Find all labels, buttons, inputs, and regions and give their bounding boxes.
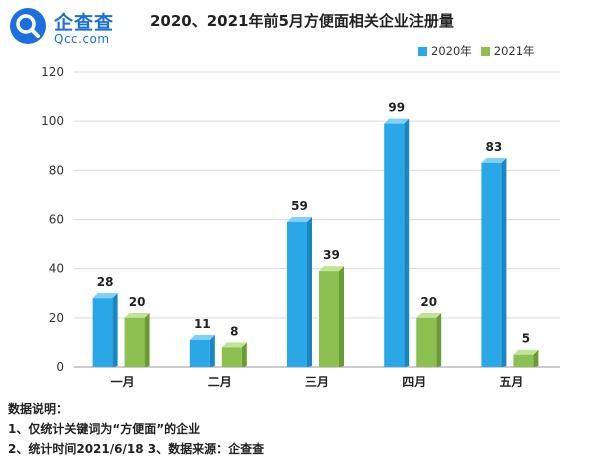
bar-side-2020年-三月 [307,216,312,367]
bar-top-2020年-一月 [92,293,118,299]
y-tick-label: 0 [56,360,64,374]
data-label-2021年-四月: 20 [420,295,437,309]
bar-top-2021年-三月 [319,266,344,272]
bar-side-2021年-五月 [533,349,539,367]
bar-side-2021年-二月 [241,342,247,367]
bar-chart: 0 20 40 60 80 100 120 28 20 一月 11 8 二月 59 39 三月 99 20 四月 83… [41,65,560,389]
data-label-2020年-五月: 83 [486,140,503,154]
bar-2020年-二月 [189,339,210,367]
data-label-2021年-一月: 20 [129,295,146,309]
data-label-2020年-四月: 99 [388,101,405,115]
logo-name-en: Qcc.com [54,32,110,46]
chart-title: 2020、2021年前5月方便面相关企业注册量 [150,12,454,30]
logo-name-cn: 企查查 [54,12,115,34]
bar-top-2020年-四月 [384,118,410,124]
y-tick-label: 40 [49,262,64,276]
bar-2020年-四月 [384,123,405,367]
y-tick-label: 120 [41,65,64,79]
legend-item-2020: 2020年 [418,43,472,59]
y-tick-label: 20 [49,311,64,325]
data-label-2020年-一月: 28 [97,275,114,289]
bar-side-2021年-三月 [339,266,344,367]
y-tick-label: 60 [49,213,64,227]
bar-side-2020年-一月 [112,293,118,367]
x-tick-label: 三月 [305,375,329,389]
bar-2020年-五月 [481,162,502,367]
bar-top-2020年-二月 [189,334,215,340]
x-tick-label: 四月 [402,375,426,389]
x-tick-label: 二月 [208,375,232,389]
notes-line-2: 2、统计时间2021/6/18 3、数据来源：企查查 [8,442,265,456]
bar-top-2021年-四月 [416,312,442,318]
y-tick-label: 80 [49,163,64,177]
bar-2021年-一月 [124,317,145,367]
data-label-2021年-三月: 39 [323,248,340,262]
bar-side-2020年-二月 [209,334,215,367]
bar-top-2021年-五月 [513,349,539,355]
magnifier-logo-icon [10,8,46,44]
x-tick-label: 一月 [111,375,135,389]
bar-top-2020年-三月 [287,216,312,222]
notes-heading: 数据说明： [8,402,69,416]
legend-item-2021: 2021年 [480,43,535,59]
legend-swatch-2021 [480,46,490,56]
logo: 企查查 Qcc.com [8,6,133,50]
bar-2020年-三月 [287,221,307,367]
y-tick-label: 100 [41,114,64,128]
chart-legend: 2020年 2021年 [418,43,544,59]
bar-side-2020年-五月 [501,157,507,367]
data-label-2021年-二月: 8 [230,324,238,338]
bar-side-2021年-一月 [144,312,150,367]
data-label-2020年-三月: 59 [291,199,308,213]
bar-top-2021年-一月 [124,312,150,318]
bar-2021年-五月 [513,354,534,367]
data-notes: 数据说明： 1、仅统计关键词为“方便面”的企业 2、统计时间2021/6/18 … [8,399,264,459]
bar-2021年-四月 [416,317,437,367]
legend-swatch-2020 [418,46,427,56]
notes-line-1: 1、仅统计关键词为“方便面”的企业 [8,422,201,436]
legend-label-2020: 2020年 [431,44,472,58]
data-label-2021年-五月: 5 [522,332,530,346]
bar-top-2020年-五月 [481,157,507,163]
data-label-2020年-二月: 11 [194,317,211,331]
x-tick-label: 五月 [499,375,523,389]
bar-2020年-一月 [92,298,113,367]
legend-label-2021: 2021年 [493,44,535,58]
bar-2021年-三月 [319,271,339,367]
bar-side-2020年-四月 [404,118,410,367]
bar-2021年-二月 [221,347,242,367]
bar-top-2021年-二月 [221,342,247,348]
bar-side-2021年-四月 [436,312,442,367]
